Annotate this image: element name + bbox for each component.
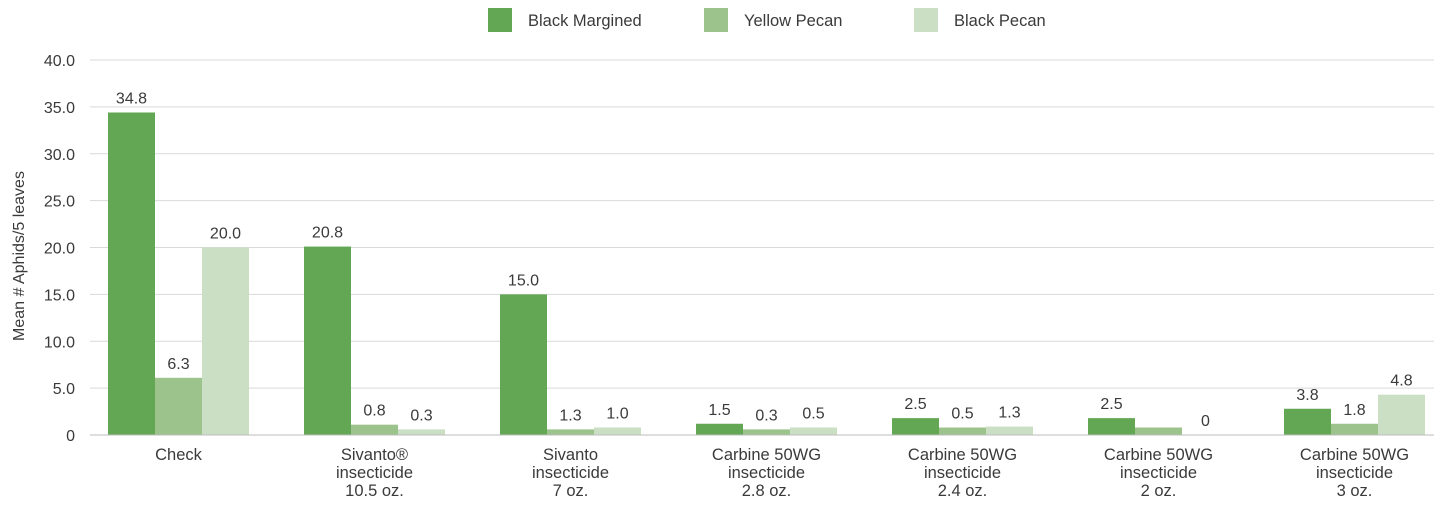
data-label: 0.8 [363,403,385,420]
category-label-line: Carbine 50WG [712,446,821,464]
category-label-line: 2.4 oz. [938,482,988,500]
data-label: 1.5 [708,402,730,419]
category-label: Carbine 50WG insecticide 3 oz. [1300,446,1409,500]
y-tick-label: 35.0 [44,100,75,117]
category-label-line: insecticide [924,464,1001,482]
y-axis-label: Mean # Aphids/5 leaves [11,171,28,341]
category-label-line: Carbine 50WG [1300,446,1409,464]
legend-swatch [488,8,512,32]
data-label: 3.8 [1296,387,1318,404]
category-label: Carbine 50WG insecticide 2 oz. [1104,446,1213,500]
category-label-line: insecticide [1316,464,1393,482]
data-label: 0 [1201,413,1210,430]
category-label-line: Check [155,446,203,464]
data-label: 20.0 [210,226,241,243]
bar [304,246,351,435]
data-label: 1.0 [606,406,628,423]
bar [743,429,790,435]
y-tick-label: 40.0 [44,53,75,70]
bar [1284,408,1331,435]
y-tick-label: 30.0 [44,147,75,164]
category-label-line: insecticide [1120,464,1197,482]
category-label-line: insecticide [728,464,805,482]
y-tick-label: 5.0 [53,381,75,398]
category-labels: Check Sivanto® insecticide 10.5 oz.Sivanto i… [155,446,1409,500]
category-label-line: insecticide [336,464,413,482]
bar [155,377,202,435]
y-axis-ticks: 0 5.0 10.0 15.0 20.0 25.0 30.0 35.0 40.0 [44,53,75,445]
bar [594,427,641,435]
category-label-line: 3 oz. [1337,482,1373,500]
category-label-line: 2.8 oz. [742,482,792,500]
category-label: Sivanto® insecticide 10.5 oz. [336,446,413,500]
bar [696,423,743,435]
category-label: Sivanto insecticide 7 oz. [532,446,609,500]
legend: Black Margined Yellow Pecan Black Pecan [488,8,1046,32]
legend-label: Yellow Pecan [744,12,842,30]
data-label: 6.3 [167,356,189,373]
bar [1135,427,1182,435]
y-tick-label: 25.0 [44,194,75,211]
category-label: Carbine 50WG insecticide 2.4 oz. [908,446,1017,500]
category-label-line: 7 oz. [553,482,589,500]
data-label: 34.8 [116,91,147,108]
data-label: 4.8 [1390,373,1412,390]
category-label: Check [155,446,203,464]
data-label: 0.5 [951,406,973,423]
category-label-line: Carbine 50WG [1104,446,1213,464]
bar [398,429,445,435]
data-label: 1.3 [559,407,581,424]
data-label: 1.8 [1343,402,1365,419]
category-label-line: Sivanto [543,446,598,464]
category-label: Carbine 50WG insecticide 2.8 oz. [712,446,821,500]
data-label: 0.3 [755,407,777,424]
bar [500,294,547,435]
bar [939,427,986,435]
legend-label: Black Margined [528,12,642,30]
category-label-line: Sivanto® [341,446,408,464]
legend-swatch [914,8,938,32]
data-label: 15.0 [508,272,539,289]
category-label-line: 10.5 oz. [345,482,404,500]
bar [986,426,1033,435]
y-tick-label: 20.0 [44,241,75,258]
data-label: 20.8 [312,225,343,242]
bars [108,112,1425,435]
category-label-line: insecticide [532,464,609,482]
bar [1088,418,1135,435]
data-label: 0.5 [802,406,824,423]
bar [1331,423,1378,435]
bar [547,429,594,435]
category-label-line: Carbine 50WG [908,446,1017,464]
y-tick-label: 0 [66,428,75,445]
data-label: 0.3 [410,407,432,424]
bar [351,424,398,435]
bar [202,247,249,435]
data-label: 2.5 [904,396,926,413]
y-tick-label: 10.0 [44,334,75,351]
bar [1378,394,1425,435]
bar [790,427,837,435]
gridlines [90,59,1434,389]
bar [892,418,939,435]
data-labels: 34.8 6.3 20.0 20.8 0.8 0.3 15.0 1.3 1.0 1.5 0.3 0.5… [116,91,1413,431]
data-label: 1.3 [998,405,1020,422]
legend-label: Black Pecan [954,12,1046,30]
category-label-line: 2 oz. [1141,482,1177,500]
data-label: 2.5 [1100,396,1122,413]
legend-swatch [704,8,728,32]
bar [108,112,155,435]
y-tick-label: 15.0 [44,287,75,304]
